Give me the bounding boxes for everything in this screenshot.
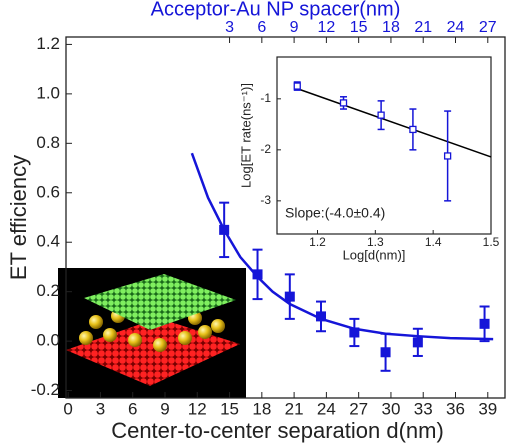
y-axis-title: Log[ET rate(ns⁻¹)] (238, 83, 253, 188)
x-tick-label: 1.4 (425, 235, 442, 249)
inset-frame (276, 56, 492, 235)
y-tick-label: -0.2 (31, 380, 60, 399)
x-tick-label: 9 (160, 399, 169, 418)
marker (479, 318, 490, 329)
marker (316, 311, 327, 322)
marker (409, 125, 417, 134)
x-tick-label: 36 (446, 399, 465, 418)
marker (252, 269, 263, 280)
x-tick-label: 15 (220, 399, 239, 418)
y-tick-label: 0.2 (36, 281, 60, 300)
main-frame (65, 36, 506, 399)
marker (377, 111, 385, 119)
x2-tick-label: 15 (350, 19, 368, 36)
y-tick-label: 0.4 (36, 232, 60, 251)
y-tick-label: 1.0 (36, 83, 60, 102)
x-tick-label: 18 (252, 399, 271, 418)
x2-axis-title: Acceptor-Au NP spacer(nm) (151, 0, 401, 20)
marker (412, 337, 423, 348)
y-tick-label: -2 (260, 142, 271, 156)
marker (219, 224, 230, 235)
y-tick-label: -3 (260, 193, 271, 207)
y-axis-title: ET efficiency (6, 155, 31, 280)
x-tick-label: 1.5 (483, 235, 500, 249)
x2-tick-label: 12 (317, 19, 335, 36)
x-axis-title: Log[d(nm)] (343, 247, 406, 262)
x-tick-label: 21 (285, 399, 304, 418)
y-tick-label: 1.2 (36, 34, 60, 53)
marker (339, 99, 348, 107)
x-tick-label: 0 (63, 399, 72, 418)
x-tick-label: 39 (478, 399, 497, 418)
annotation: Slope:(-4.0±0.4) (285, 205, 385, 221)
fit-line (296, 87, 492, 158)
x2-tick-label: 24 (447, 19, 465, 36)
x-tick-label: 24 (317, 399, 336, 418)
marker (293, 82, 301, 90)
y-tick-label: 0.6 (36, 182, 60, 201)
x2-tick-label: 9 (290, 19, 299, 36)
marker (349, 327, 360, 338)
y-tick-label: -1 (260, 91, 271, 105)
x-tick-label: 27 (349, 399, 368, 418)
y-tick-label: 0.8 (36, 133, 60, 152)
x-tick-label: 6 (128, 399, 137, 418)
x-tick-label: 12 (188, 399, 207, 418)
x-axis-title: Center-to-center separation d(nm) (111, 418, 444, 443)
x-tick-label: 1.2 (309, 235, 326, 249)
marker (443, 152, 452, 160)
y-tick-label: 0.0 (36, 331, 60, 350)
x2-tick-label: 21 (414, 19, 432, 36)
x2-tick-label: 6 (257, 19, 266, 36)
nanoparticle-image (58, 268, 246, 398)
marker (284, 291, 295, 302)
x-tick-label: 33 (414, 399, 433, 418)
x-tick-label: 30 (381, 399, 400, 418)
x2-tick-label: 3 (225, 19, 234, 36)
x-tick-label: 1.3 (367, 235, 384, 249)
x-tick-label: 3 (96, 399, 105, 418)
marker (380, 347, 391, 358)
x2-tick-label: 27 (479, 19, 497, 36)
x2-tick-label: 18 (382, 19, 400, 36)
